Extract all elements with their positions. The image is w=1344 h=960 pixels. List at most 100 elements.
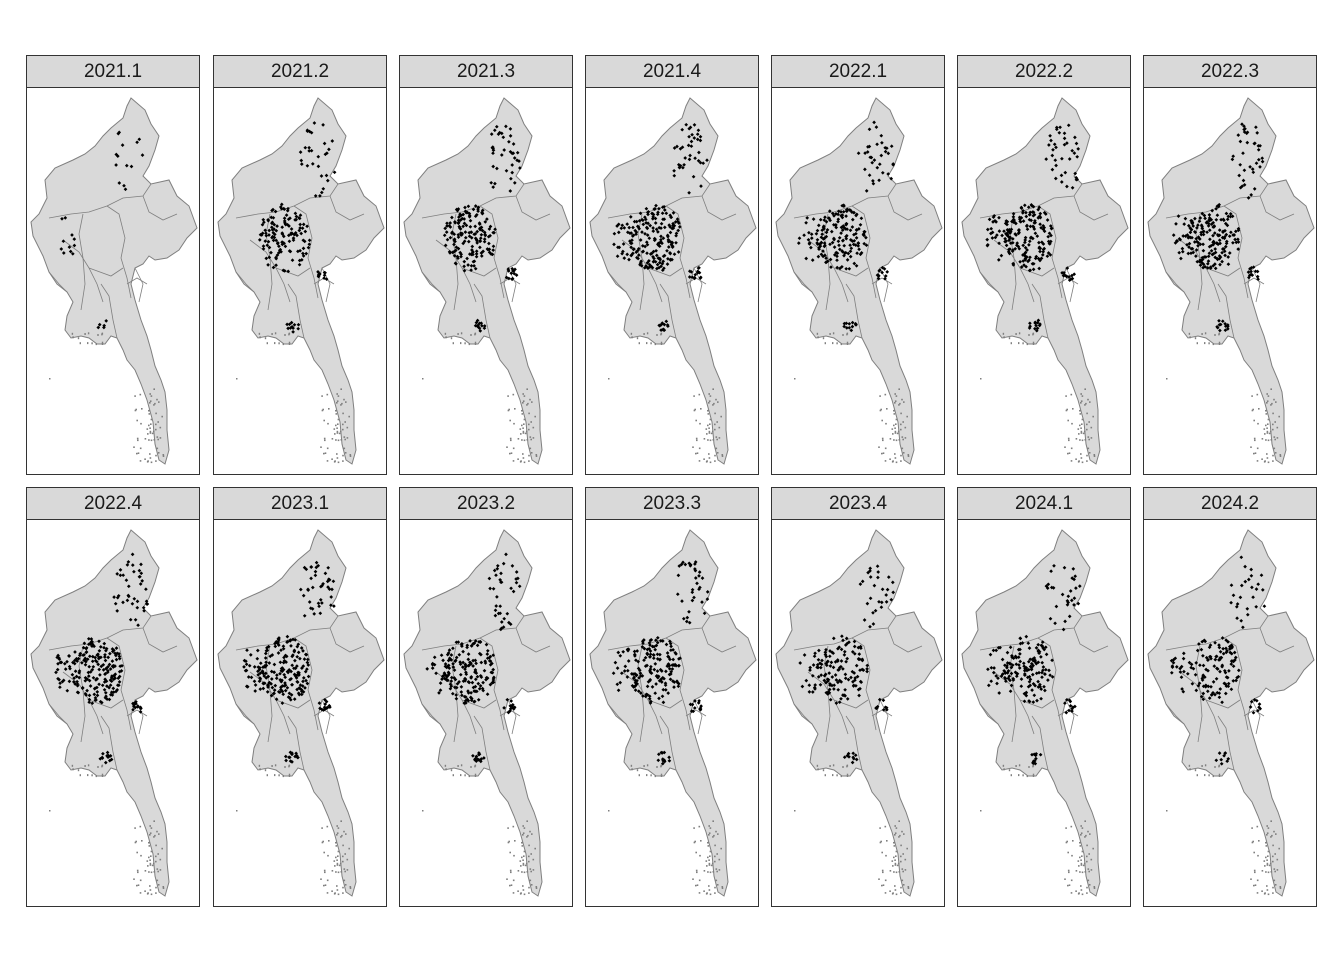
event-point — [856, 645, 861, 650]
region-border — [106, 637, 126, 691]
island-speck — [535, 887, 538, 889]
region-border — [106, 183, 152, 207]
event-point — [1226, 640, 1230, 644]
island-speck — [137, 871, 139, 874]
island-speck — [514, 840, 516, 842]
event-point — [636, 225, 641, 229]
island-speck — [1258, 840, 1260, 842]
island-speck — [712, 836, 714, 838]
island-speck — [156, 398, 158, 401]
event-point — [280, 701, 285, 705]
island-speck — [713, 402, 715, 405]
region-border — [1243, 709, 1265, 717]
event-point — [491, 248, 496, 252]
event-point — [621, 249, 625, 254]
island-speck — [1261, 890, 1263, 892]
event-point — [491, 185, 496, 189]
event-point — [476, 758, 481, 762]
region-border — [1251, 699, 1261, 735]
island-speck — [1272, 886, 1274, 889]
island-speck — [1269, 862, 1272, 865]
island-speck — [1086, 412, 1088, 415]
island-speck — [708, 427, 710, 429]
island-speck — [1270, 871, 1273, 873]
island-speck — [900, 855, 902, 858]
country-outline — [775, 529, 943, 897]
event-point — [615, 666, 620, 670]
island-speck — [1214, 766, 1216, 768]
island-speck — [474, 764, 477, 767]
facet-strip-label: 2023.3 — [585, 487, 759, 520]
region-border — [329, 195, 365, 221]
island-speck — [258, 332, 261, 335]
event-point — [815, 241, 819, 245]
island-speck — [1084, 388, 1086, 390]
island-speck — [149, 864, 152, 866]
island-speck — [903, 401, 905, 403]
event-point — [696, 128, 701, 133]
event-point — [476, 209, 480, 213]
event-point — [472, 689, 477, 693]
island-speck — [529, 830, 531, 833]
event-point — [263, 228, 268, 233]
event-point — [615, 254, 620, 259]
region-border — [88, 699, 124, 709]
event-point — [877, 697, 882, 702]
island-speck — [155, 423, 157, 426]
island-speck — [882, 871, 884, 874]
island-speck — [510, 439, 512, 442]
event-point — [802, 233, 806, 238]
event-point — [1240, 122, 1244, 127]
event-point — [330, 139, 335, 143]
event-point — [94, 678, 98, 682]
island-speck — [522, 864, 525, 866]
event-point — [645, 647, 650, 652]
island-speck — [904, 437, 907, 439]
island-speck — [708, 862, 711, 865]
island-speck — [714, 892, 716, 894]
island-speck — [1075, 890, 1077, 892]
event-point — [839, 213, 843, 218]
island-speck — [1253, 869, 1256, 872]
island-speck — [714, 844, 716, 847]
event-point — [656, 230, 660, 234]
island-speck — [1082, 864, 1085, 867]
event-point — [841, 667, 845, 671]
island-speck — [97, 334, 99, 336]
event-point — [884, 600, 889, 604]
island-speck — [444, 764, 447, 767]
island-speck — [881, 452, 883, 455]
island-speck — [87, 774, 89, 777]
island-speck — [1264, 865, 1266, 867]
event-point — [477, 222, 482, 226]
region-border — [1031, 283, 1049, 339]
island-speck — [336, 432, 339, 434]
island-speck — [139, 879, 142, 882]
island-speck — [343, 830, 345, 833]
island-speck — [512, 879, 515, 882]
island-speck — [509, 851, 511, 854]
island-speck — [882, 439, 884, 442]
event-point — [1217, 643, 1221, 647]
island-speck — [323, 884, 325, 887]
country-outline — [1147, 97, 1315, 465]
island-speck — [707, 841, 709, 844]
event-point — [98, 673, 102, 677]
event-point — [990, 236, 995, 240]
island-speck — [509, 884, 511, 887]
island-speck — [344, 421, 346, 423]
island-speck — [716, 452, 719, 454]
event-point — [1024, 693, 1029, 698]
region-border — [1009, 645, 1017, 743]
island-speck — [338, 432, 341, 435]
island-speck — [1065, 841, 1068, 844]
island-speck — [526, 836, 528, 838]
event-point — [1187, 245, 1191, 249]
island-speck — [656, 766, 658, 768]
event-point — [645, 261, 650, 265]
island-speck — [900, 886, 902, 889]
event-point — [999, 253, 1004, 258]
region-border — [78, 213, 86, 311]
island-speck — [335, 841, 337, 844]
island-speck — [717, 833, 719, 835]
